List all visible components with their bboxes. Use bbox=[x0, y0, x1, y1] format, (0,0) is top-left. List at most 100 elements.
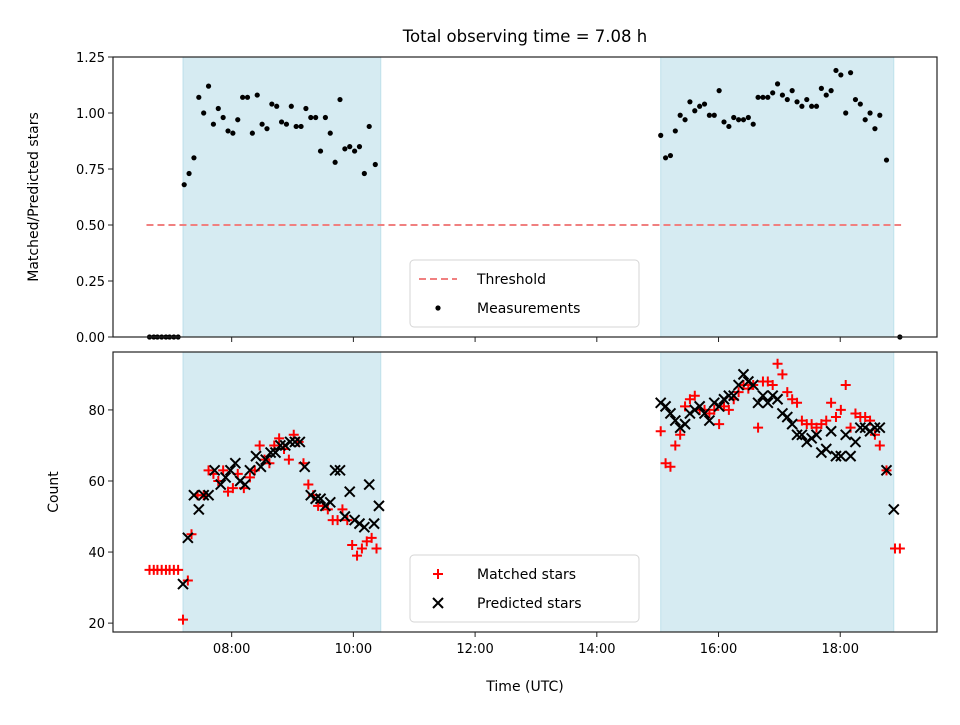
measurement-point bbox=[883, 157, 890, 163]
legend-label: Threshold bbox=[476, 272, 546, 288]
matched-star-point bbox=[777, 369, 788, 380]
matched-star-point bbox=[177, 614, 188, 625]
predicted-star-point bbox=[723, 389, 735, 402]
top-legend bbox=[409, 259, 640, 328]
predicted-star-point bbox=[298, 461, 311, 473]
legend-measurement-swatch bbox=[435, 305, 441, 311]
matched-star-point bbox=[352, 550, 363, 561]
predicted-star-point bbox=[844, 450, 857, 462]
measurement-point bbox=[181, 182, 187, 188]
predicted-star-point bbox=[363, 478, 375, 491]
bottom-y-tick-label: 40 bbox=[88, 546, 105, 561]
top-axes-frame bbox=[112, 56, 938, 338]
predicted-star-point bbox=[874, 421, 886, 434]
x-tick-label: 14:00 bbox=[578, 642, 615, 657]
measurement-point bbox=[298, 123, 304, 130]
predicted-star-point bbox=[669, 414, 682, 427]
measurement-point bbox=[366, 123, 372, 130]
measurement-point bbox=[736, 117, 742, 123]
measurement-point bbox=[186, 170, 192, 177]
predicted-star-point bbox=[732, 379, 745, 391]
predicted-star-point bbox=[786, 418, 798, 430]
x-tick-label: 18:00 bbox=[822, 642, 859, 657]
measurement-point bbox=[356, 144, 363, 150]
matched-star-point bbox=[714, 419, 725, 430]
predicted-star-point bbox=[810, 429, 823, 441]
measurement-point bbox=[240, 94, 246, 100]
legend-label: Predicted stars bbox=[477, 596, 582, 612]
measurement-point bbox=[687, 99, 693, 105]
measurement-point bbox=[843, 110, 849, 116]
top-y-tick-label: 0.25 bbox=[76, 275, 105, 290]
predicted-star-point bbox=[239, 478, 251, 491]
matched-star-point bbox=[371, 543, 382, 554]
matched-star-point bbox=[675, 429, 686, 440]
matched-star-point bbox=[792, 397, 803, 408]
x-tick-label: 16:00 bbox=[700, 642, 737, 657]
matched-star-point bbox=[753, 422, 764, 433]
legend-predicted-swatch bbox=[432, 597, 444, 609]
matched-star-point bbox=[670, 440, 681, 451]
bottom-axes: 08:00 10:00 12:00 14:00 16:00 18:00 20 40 60 80 Ma… bbox=[88, 351, 938, 657]
predicted-star-point bbox=[752, 397, 764, 409]
measurement-point bbox=[760, 94, 766, 100]
matched-star-point bbox=[655, 426, 666, 437]
top-y-tick-label: 0.00 bbox=[76, 331, 105, 346]
measurement-point bbox=[740, 117, 747, 123]
predicted-star-point bbox=[373, 500, 385, 512]
predicted-star-point bbox=[344, 485, 356, 498]
predicted-star-point bbox=[368, 517, 380, 530]
predicted-star-point bbox=[835, 450, 847, 462]
predicted-star-point bbox=[679, 418, 691, 430]
measurement-point bbox=[789, 88, 795, 94]
bottom-legend bbox=[409, 554, 640, 623]
matched-star-point bbox=[303, 479, 314, 490]
measurement-point bbox=[332, 159, 338, 165]
measurement-point bbox=[230, 130, 236, 136]
measurement-point bbox=[264, 126, 270, 132]
measurement-point bbox=[283, 121, 290, 127]
x-tick-label: 12:00 bbox=[456, 642, 493, 657]
measurement-point bbox=[770, 90, 776, 96]
measurement-point bbox=[745, 114, 751, 121]
measurement-point bbox=[706, 112, 712, 118]
predicted-star-point bbox=[757, 389, 769, 402]
measurement-point bbox=[799, 103, 805, 109]
measurement-point bbox=[872, 126, 878, 132]
measurement-point bbox=[818, 85, 824, 91]
matched-star-point bbox=[782, 387, 793, 398]
predicted-star-point bbox=[269, 446, 282, 459]
legend-matched-swatch bbox=[433, 569, 443, 579]
bottom-axes-frame bbox=[112, 351, 938, 633]
measurement-point bbox=[352, 148, 358, 154]
measurement-point bbox=[809, 103, 815, 109]
predicted-star-point bbox=[728, 389, 740, 402]
predicted-star-point bbox=[193, 503, 205, 516]
measurement-point bbox=[288, 103, 294, 109]
measurement-point bbox=[813, 103, 820, 109]
matched-star-point bbox=[826, 397, 837, 408]
matched-star-point bbox=[347, 539, 358, 550]
measurement-point bbox=[711, 112, 717, 118]
matched-star-point bbox=[821, 415, 832, 426]
measurement-point bbox=[347, 144, 353, 150]
measurement-point bbox=[672, 128, 678, 134]
predicted-star-point bbox=[869, 421, 881, 434]
predicted-star-point bbox=[264, 446, 277, 459]
chart-title: Total observing time = 7.08 h bbox=[402, 27, 647, 46]
x-tick-label: 10:00 bbox=[335, 642, 372, 657]
measurement-point bbox=[847, 70, 854, 76]
predicted-star-point bbox=[791, 429, 803, 441]
predicted-star-point bbox=[880, 464, 893, 477]
measurement-point bbox=[210, 121, 217, 127]
measurement-point bbox=[196, 94, 202, 100]
measurement-point bbox=[308, 114, 314, 121]
legend-label: Matched stars bbox=[477, 567, 576, 583]
predicted-star-point bbox=[208, 464, 221, 477]
measurement-point bbox=[361, 170, 367, 177]
top-y-tick-label: 0.50 bbox=[76, 219, 105, 234]
measurement-point bbox=[774, 81, 781, 87]
predicted-star-point bbox=[188, 489, 200, 501]
measurement-point bbox=[823, 92, 829, 98]
measurement-point bbox=[317, 148, 324, 154]
